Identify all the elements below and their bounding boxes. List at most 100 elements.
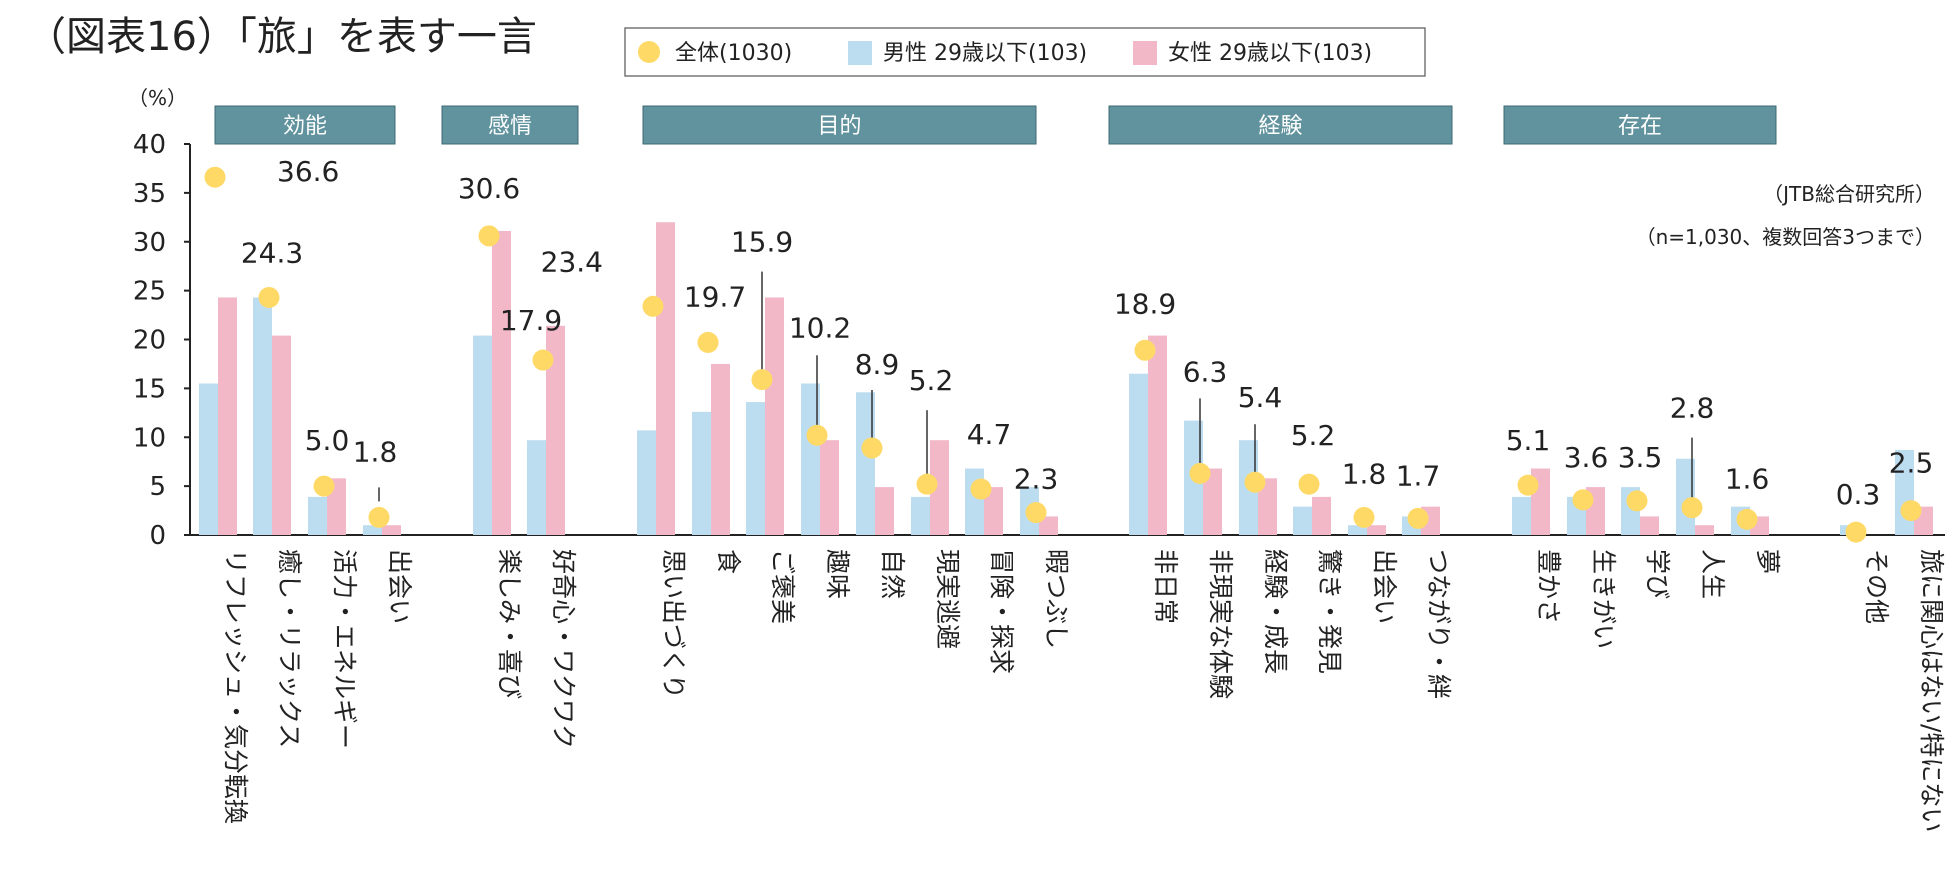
x-category-label: 食 <box>714 549 743 574</box>
value-label: 2.5 <box>1889 447 1934 480</box>
x-category-label: 驚き・発見 <box>1315 549 1344 674</box>
dot-overall <box>313 475 335 497</box>
value-label: 5.2 <box>1291 419 1336 452</box>
x-category-label: 生きがい <box>1589 549 1618 649</box>
dot-overall <box>970 478 992 500</box>
dot-overall <box>1025 502 1047 524</box>
source-note: （JTB総合研究所） <box>1763 182 1935 206</box>
group-header <box>214 105 396 145</box>
dot-overall <box>1681 497 1703 519</box>
dot-overall <box>1189 462 1211 484</box>
group-header-label: 目的 <box>817 114 861 139</box>
bar-female <box>820 440 839 535</box>
dot-overall <box>258 286 280 308</box>
bar-male <box>856 392 875 535</box>
y-tick-label: 20 <box>133 326 166 356</box>
bar-male <box>1348 525 1367 535</box>
bar-female <box>492 230 511 535</box>
x-category-label: 非日常 <box>1151 549 1180 624</box>
y-tick-label: 15 <box>133 374 166 404</box>
legend-swatch-male <box>848 41 872 65</box>
x-category-label: その他 <box>1862 549 1891 624</box>
x-category-label: 活力・エネルギー <box>330 549 359 749</box>
dot-overall <box>1572 489 1594 511</box>
sample-note: （n=1,030、複数回答3つまで） <box>1636 225 1935 249</box>
value-label: 1.8 <box>1342 457 1387 490</box>
y-tick-label: 0 <box>149 521 166 551</box>
bar-male <box>527 440 546 535</box>
value-label: 1.7 <box>1396 459 1441 492</box>
group-header-label: 感情 <box>488 114 532 139</box>
bar-female <box>930 440 949 535</box>
bar-female <box>546 325 565 535</box>
bar-male <box>199 383 218 535</box>
value-label: 1.6 <box>1725 462 1770 495</box>
group-header-label: 存在 <box>1618 114 1662 139</box>
value-label: 0.3 <box>1836 478 1881 511</box>
dot-overall <box>1353 506 1375 528</box>
bar-female <box>984 487 1003 535</box>
bar-female <box>218 297 237 535</box>
bar-male <box>308 496 327 535</box>
x-category-label: 人生 <box>1698 549 1727 599</box>
legend-box <box>624 27 1426 77</box>
value-label: 2.3 <box>1014 463 1059 496</box>
group-header <box>1108 105 1453 145</box>
x-category-label: 冒険・探求 <box>987 549 1016 674</box>
group-header-label: 効能 <box>283 114 327 139</box>
x-category-label: 学び <box>1643 549 1672 599</box>
dot-overall <box>1736 508 1758 530</box>
dot-overall <box>1626 490 1648 512</box>
legend-swatch-overall <box>638 41 660 63</box>
bar-female <box>1203 468 1222 535</box>
value-label: 18.9 <box>1114 287 1176 320</box>
x-category-label: 出会い <box>385 549 414 624</box>
value-label: 6.3 <box>1183 355 1228 388</box>
value-label: 36.6 <box>277 155 339 188</box>
dot-overall <box>1517 474 1539 496</box>
legend-label-male: 男性 29歳以下(103) <box>883 41 1087 66</box>
value-label: 17.9 <box>500 304 562 337</box>
bar-female <box>1258 478 1277 535</box>
x-category-label: 自然 <box>878 549 907 599</box>
value-label: 5.4 <box>1238 381 1283 414</box>
bar-female <box>656 222 675 535</box>
value-label: 19.7 <box>684 280 746 313</box>
chart-title: （図表16）「旅」を表す一言 <box>26 14 537 60</box>
group-header <box>642 105 1037 145</box>
x-category-label: リフレッシュ・気分転換 <box>221 549 250 824</box>
y-tick-label: 25 <box>133 277 166 307</box>
bar-male <box>692 411 711 535</box>
dot-overall <box>1244 471 1266 493</box>
value-label: 30.6 <box>458 172 520 205</box>
value-label: 2.8 <box>1670 392 1715 425</box>
x-category-label: 豊かさ <box>1534 549 1563 624</box>
bar-female <box>382 525 401 535</box>
x-category-label: 現実逃避 <box>933 549 962 649</box>
dot-overall <box>1900 500 1922 522</box>
dot-overall <box>697 331 719 353</box>
y-tick-label: 10 <box>133 423 166 453</box>
dot-overall <box>204 166 226 188</box>
y-tick-label: 40 <box>133 130 166 160</box>
bar-male <box>1512 496 1531 535</box>
x-category-label: 出会い <box>1370 549 1399 624</box>
bar-male <box>637 430 656 535</box>
y-tick-label: 35 <box>133 179 166 209</box>
value-label: 1.8 <box>353 435 398 468</box>
value-label: 8.9 <box>855 348 900 381</box>
x-category-label: 趣味 <box>823 549 852 599</box>
legend-label-female: 女性 29歳以下(103) <box>1168 41 1372 66</box>
dot-overall <box>806 424 828 446</box>
group-header <box>1503 105 1777 145</box>
bar-male <box>1129 373 1148 535</box>
value-label: 5.0 <box>305 424 350 457</box>
x-category-label: 癒し・リラックス <box>275 549 304 748</box>
x-category-label: 楽しみ・喜び <box>495 549 524 699</box>
bar-female <box>765 297 784 535</box>
bar-male <box>801 383 820 535</box>
dot-overall <box>751 369 773 391</box>
dot-overall <box>1134 339 1156 361</box>
dot-overall <box>532 349 554 371</box>
